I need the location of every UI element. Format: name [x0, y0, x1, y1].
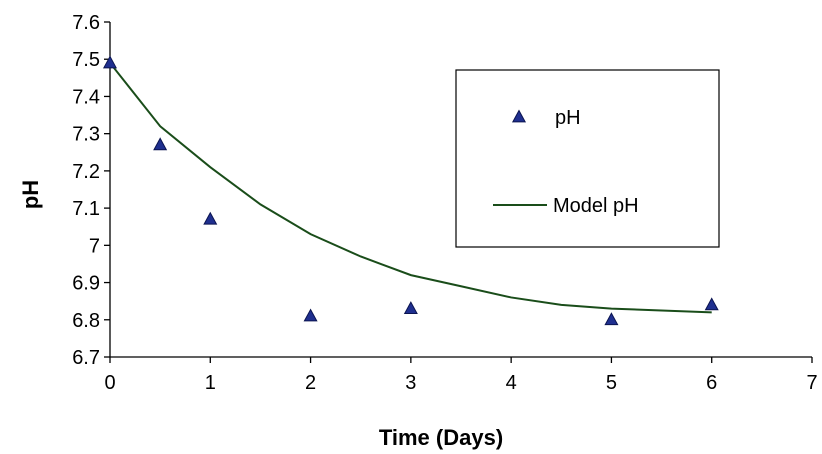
ph-data-point — [153, 137, 168, 151]
y-tick-label: 7.5 — [72, 49, 100, 71]
ph-data-point — [102, 55, 118, 69]
y-tick-label: 7 — [89, 235, 100, 257]
y-tick-label: 7.1 — [72, 198, 100, 220]
legend-box — [455, 69, 720, 248]
y-tick-label: 6.8 — [72, 310, 100, 332]
axes-layer — [109, 22, 812, 358]
x-tick-label: 7 — [806, 372, 817, 394]
x-tick-label: 2 — [305, 372, 316, 394]
x-tick-label: 0 — [104, 372, 115, 394]
ph-data-point — [203, 211, 218, 225]
y-axis-title: pH — [18, 180, 43, 209]
legend-ph-label: pH — [555, 107, 581, 129]
x-tick-label: 5 — [606, 372, 617, 394]
ph-data-point — [403, 301, 418, 314]
ph-data-point — [303, 308, 318, 322]
y-tick-label: 7.4 — [72, 86, 100, 108]
x-axis-title: Time (Days) — [379, 425, 503, 450]
x-tick-label: 3 — [405, 372, 416, 394]
ph-data-point — [704, 297, 719, 311]
y-tick-label: 7.2 — [72, 161, 100, 183]
line-layer — [109, 62, 712, 314]
x-tick-label: 4 — [506, 372, 517, 394]
points-layer — [102, 55, 719, 326]
y-tick-label: 7.3 — [72, 124, 100, 146]
y-tick-label: 7.6 — [72, 12, 100, 34]
legend-model-label: Model pH — [553, 195, 639, 217]
x-tick-label: 6 — [706, 372, 717, 394]
y-tick-label: 6.7 — [72, 347, 100, 369]
ph-data-point — [604, 312, 619, 326]
y-tick-label: 6.9 — [72, 273, 100, 295]
legend: pH Model pH — [455, 69, 720, 248]
legend-ph-marker — [511, 109, 527, 123]
model-ph-line — [109, 62, 712, 314]
x-tick-label: 1 — [205, 372, 216, 394]
